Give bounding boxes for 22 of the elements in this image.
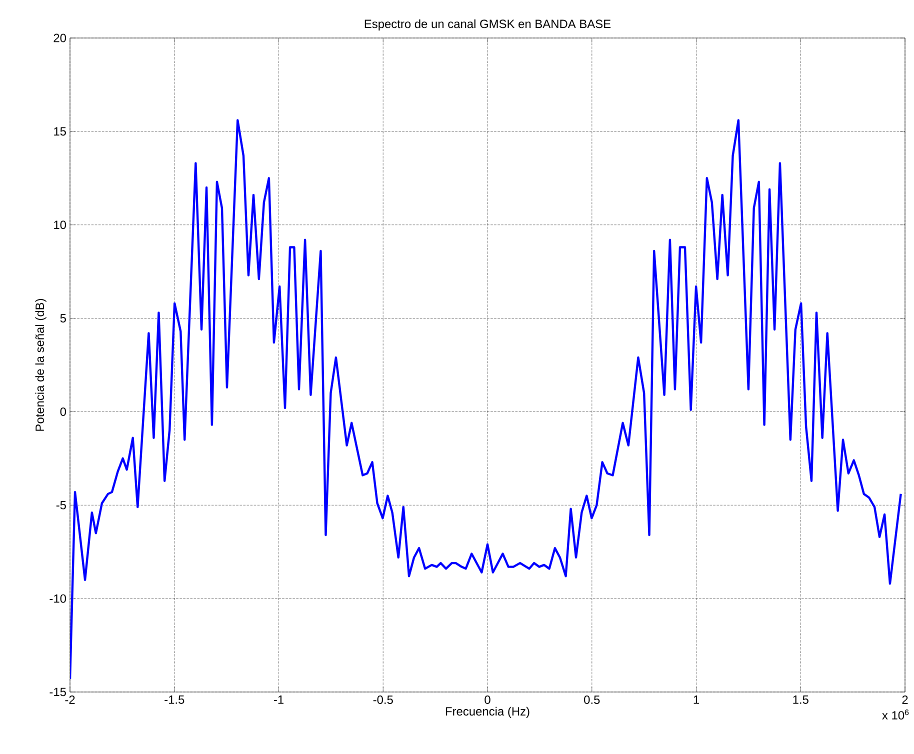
x-axis-title: Frecuencia (Hz) xyxy=(446,706,530,718)
y-tick-label: 20 xyxy=(54,34,66,42)
x-tick-label: -0.5 xyxy=(373,696,393,704)
x-tick-label: 2 xyxy=(902,696,908,704)
line-series xyxy=(70,119,902,680)
y-axis-title: Potencia de la señal (dB) xyxy=(35,298,46,431)
y-tick-label: -5 xyxy=(56,500,66,510)
y-tick-label: -15 xyxy=(50,688,66,696)
x-tick-label: 1 xyxy=(694,696,699,704)
y-tick-label: -10 xyxy=(50,594,66,603)
text: x 10$^{6}$ xyxy=(882,710,909,720)
x-tick-label: 0 xyxy=(484,696,490,704)
y-tick-label: 10 xyxy=(54,220,66,230)
chart-title: Espectro de un canal GMSK en BANDA BASE xyxy=(364,19,611,30)
y-tick-label: 0 xyxy=(60,407,66,416)
x-tick-label: -1 xyxy=(274,696,284,704)
x-tick-label: 0.5 xyxy=(584,696,600,704)
x-tick-label: -1.5 xyxy=(164,696,184,704)
x-tick-label: 1.5 xyxy=(793,696,808,704)
y-tick-label: 5 xyxy=(60,314,66,322)
y-tick-label: 15 xyxy=(54,127,66,136)
x-tick-label: -2 xyxy=(65,696,75,704)
